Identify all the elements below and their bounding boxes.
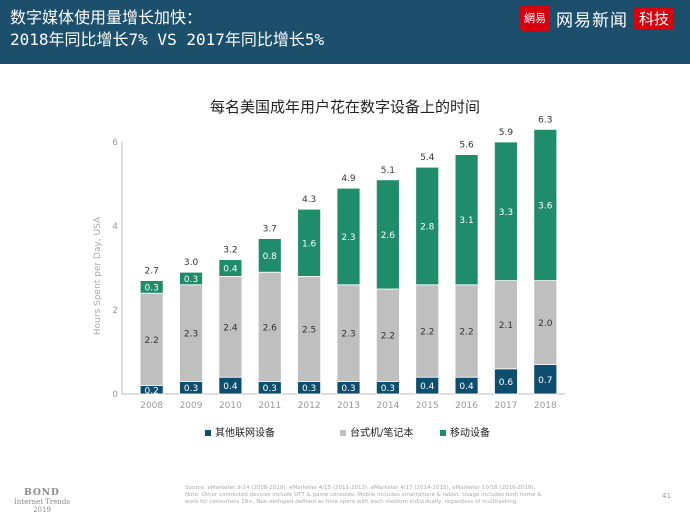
bar-value-label: 0.3: [302, 384, 316, 394]
bond-name: BOND: [24, 488, 60, 498]
bar-total-label: 3.0: [184, 258, 199, 268]
bar-value-label: 2.4: [223, 323, 238, 333]
bar-value-label: 0.4: [223, 265, 238, 275]
legend-swatch: [205, 430, 211, 436]
y-tick-label: 4: [112, 222, 118, 232]
slide-title-line2: 2018年同比增长7% VS 2017年同比增长5%: [10, 30, 325, 49]
bar-segment-3: [454, 154, 479, 286]
bar-segment-3: [179, 271, 203, 286]
legend-label: 其他联网设备: [215, 426, 275, 439]
bond-subtitle-1: Internet Trends: [14, 498, 71, 506]
bar-total-label: 4.3: [302, 195, 316, 205]
bar-segment-3: [375, 179, 400, 290]
bar-value-label: 0.3: [145, 283, 159, 293]
bar-value-label: 2.2: [381, 332, 395, 342]
bar-value-label: 3.1: [459, 216, 473, 226]
bar-segment-3: [297, 208, 322, 277]
chart-title: 每名美国成年用户花在数字设备上的时间: [209, 98, 480, 116]
bar-value-label: 2.3: [341, 330, 355, 340]
bar-value-label: 0.7: [538, 376, 552, 386]
source-note: Source: eMarketer 9/14 (2008-2010), eMar…: [185, 485, 585, 506]
bar-value-label: 2.6: [263, 323, 278, 333]
header-band: 数字媒体使用量增长加快： 2018年同比增长7% VS 2017年同比增长5% …: [0, 0, 690, 64]
x-tick-label: 2010: [219, 401, 242, 411]
bar-value-label: 0.3: [263, 384, 277, 394]
bar-segment-3: [139, 280, 164, 294]
bond-logo: BOND Internet Trends 2019: [14, 488, 70, 514]
legend-label: 台式机/笔记本: [350, 426, 413, 439]
stacked-bar-chart: 0 2 4 6 Hours Spent per Day, USA 0.2 2.2 0.3 2.7…: [93, 115, 565, 439]
bar-value-label: 0.3: [184, 384, 198, 394]
netease-seal-icon: 網易: [520, 5, 550, 31]
bar-total-label: 5.9: [499, 128, 514, 138]
bar-value-label: 1.6: [302, 239, 317, 249]
bar-value-label: 0.4: [420, 382, 435, 392]
bar-value-label: 0.2: [145, 386, 159, 396]
x-tick-label: 2013: [337, 401, 360, 411]
bar-segment-3: [494, 141, 518, 282]
bar-value-label: 0.8: [263, 252, 278, 262]
bar-value-label: 2.0: [538, 319, 553, 329]
bar-total-label: 4.9: [341, 174, 356, 184]
x-tick-label: 2015: [416, 401, 439, 411]
x-tick-label: 2016: [455, 401, 478, 411]
logo-name: 网易新闻: [556, 10, 628, 31]
bar-segment-3: [533, 128, 558, 281]
bar-segment-3: [257, 238, 282, 273]
legend-label: 移动设备: [450, 426, 490, 439]
bar-value-label: 2.5: [302, 325, 316, 335]
y-axis-title: Hours Spent per Day, USA: [93, 216, 103, 335]
x-tick-label: 2014: [376, 401, 399, 411]
netease-news-logo: 網易 网易新闻 科技: [520, 5, 675, 31]
bar-value-label: 2.3: [341, 233, 355, 243]
bond-subtitle-2: 2019: [33, 506, 51, 514]
source-line-1: Source: eMarketer 9/14 (2008-2010), eMar…: [185, 485, 536, 491]
slide-title: 数字媒体使用量增长加快： 2018年同比增长7% VS 2017年同比增长5%: [10, 7, 324, 51]
bar-segment-3: [218, 259, 243, 277]
bar-value-label: 0.4: [459, 382, 474, 392]
source-line-3: work for consumers 18+. Non-deduped defi…: [185, 499, 519, 505]
x-tick-label: 2009: [180, 401, 203, 411]
bar-value-label: 2.2: [459, 328, 473, 338]
logo-tag: 科技: [634, 6, 675, 30]
page-number: 41: [662, 492, 671, 500]
legend-swatch: [340, 430, 346, 436]
bar-total-label: 3.2: [223, 246, 237, 256]
x-tick-label: 2017: [495, 401, 518, 411]
x-tick-label: 2008: [140, 401, 163, 411]
bar-value-label: 3.3: [499, 208, 513, 218]
y-tick-label: 2: [112, 306, 118, 316]
bar-value-label: 0.3: [381, 384, 395, 394]
bar-value-label: 2.2: [145, 336, 159, 346]
bar-segment-3: [336, 187, 361, 286]
bar-value-label: 0.3: [184, 275, 198, 285]
bar-value-label: 2.6: [381, 231, 396, 241]
bar-total-label: 5.1: [381, 166, 395, 176]
bar-total-label: 5.4: [420, 153, 435, 163]
x-tick-label: 2012: [298, 401, 321, 411]
slide-title-line1: 数字媒体使用量增长加快：: [10, 8, 203, 27]
bar-total-label: 2.7: [145, 267, 159, 277]
bar-value-label: 3.6: [538, 202, 553, 212]
y-tick-label: 6: [112, 138, 118, 148]
legend-swatch: [440, 430, 446, 436]
source-line-2: Note: Other connected devices include OT…: [185, 492, 542, 498]
bar-segment-3: [415, 166, 440, 286]
bar-value-label: 0.6: [499, 378, 514, 388]
bar-total-label: 3.7: [263, 225, 277, 235]
bar-value-label: 0.4: [223, 382, 238, 392]
x-tick-label: 2018: [534, 401, 557, 411]
bar-value-label: 2.2: [420, 328, 434, 338]
y-tick-label: 0: [112, 390, 118, 400]
bar-total-label: 6.3: [538, 115, 552, 125]
bar-value-label: 2.3: [184, 330, 198, 340]
x-tick-label: 2011: [258, 401, 281, 411]
bar-value-label: 0.3: [341, 384, 355, 394]
bar-total-label: 5.6: [459, 141, 474, 151]
bar-value-label: 2.1: [499, 321, 513, 331]
bar-value-label: 2.8: [420, 223, 435, 233]
